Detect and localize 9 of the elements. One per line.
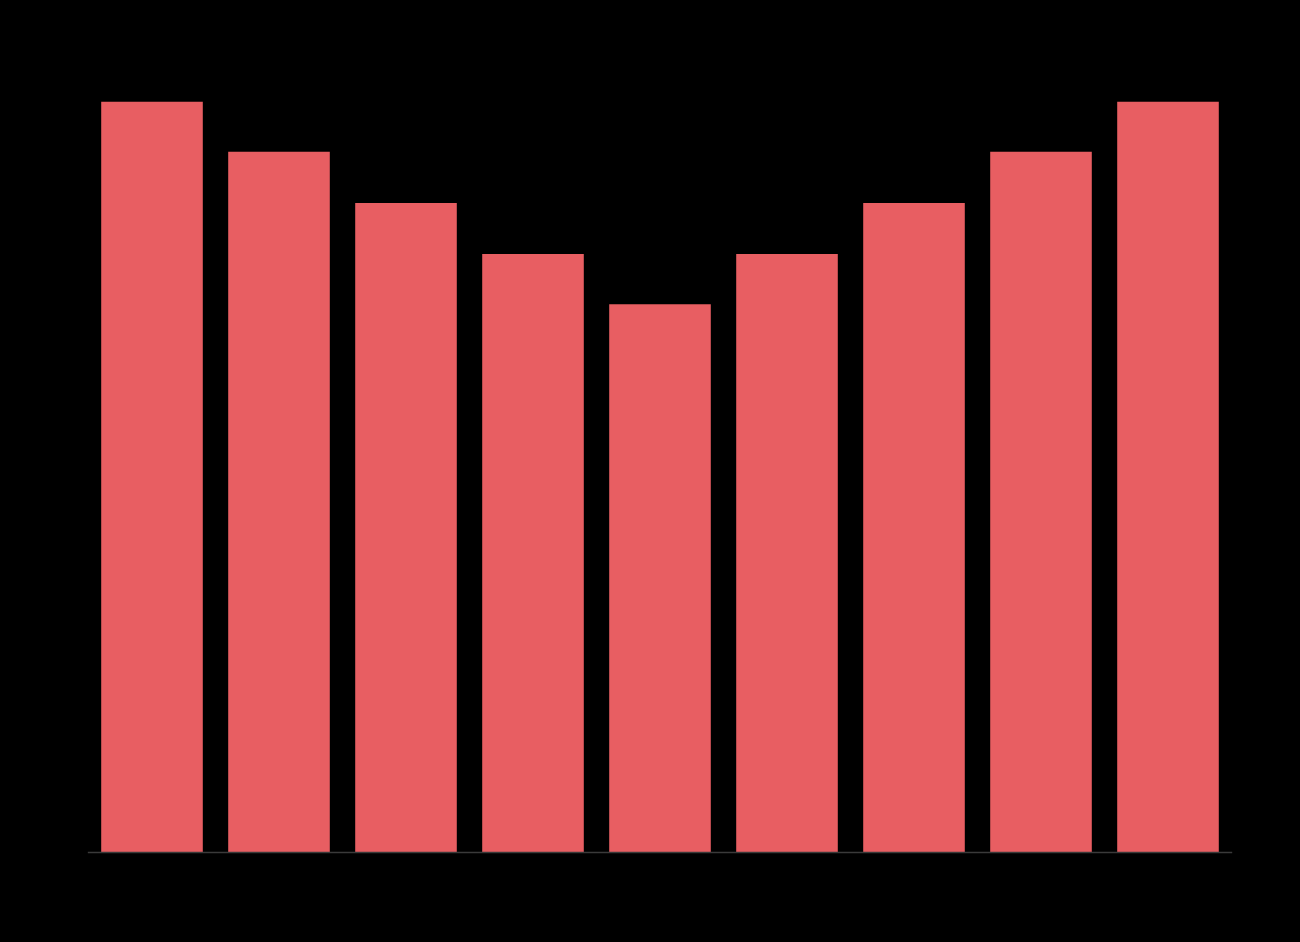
bar	[482, 253, 584, 853]
bar	[863, 202, 965, 853]
bar	[736, 253, 838, 853]
bar	[355, 202, 457, 853]
bar	[228, 151, 330, 853]
bar	[609, 304, 711, 853]
bar	[101, 101, 203, 853]
bar	[990, 151, 1092, 853]
bar	[1117, 101, 1219, 853]
